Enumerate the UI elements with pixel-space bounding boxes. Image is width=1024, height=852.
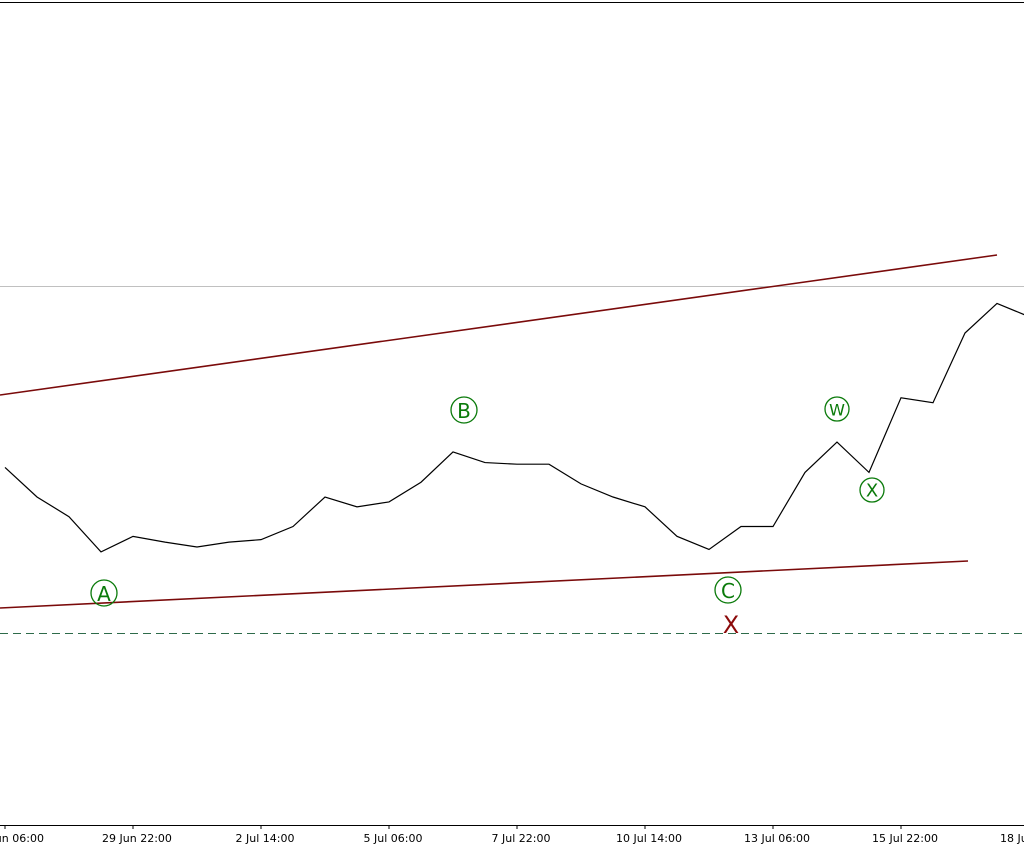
x-tick-label: 10 Jul 14:00 [616, 832, 682, 845]
wave-label: A [97, 582, 111, 606]
x-tick-label: 15 Jul 22:00 [872, 832, 938, 845]
wave-label: C [721, 579, 735, 603]
x-tick-label: 5 Jul 06:00 [364, 832, 423, 845]
wave-label: X [723, 611, 739, 639]
wave-circle [714, 576, 742, 604]
wave-labels: A B C W X X [90, 396, 885, 639]
wave-label: X [866, 481, 878, 502]
x-tick-label: 13 Jul 06:00 [744, 832, 810, 845]
price-line-series [4, 302, 1024, 553]
trendline-lower [0, 560, 969, 609]
x-tick-label: 7 Jul 22:00 [492, 832, 551, 845]
wave-circle [90, 579, 118, 607]
x-tick-label: 27 Jun 06:00 [0, 832, 44, 845]
wave-label: B [457, 399, 471, 423]
wave-circle [859, 477, 885, 503]
wave-label: W [829, 401, 845, 420]
trendline-upper [0, 254, 998, 396]
wave-circle [824, 396, 850, 422]
x-tick-label: 18 Jul 14:00 [1000, 832, 1024, 845]
x-tick-label: 2 Jul 14:00 [236, 832, 295, 845]
x-tick-label: 29 Jun 22:00 [102, 832, 172, 845]
wave-circle [450, 396, 478, 424]
